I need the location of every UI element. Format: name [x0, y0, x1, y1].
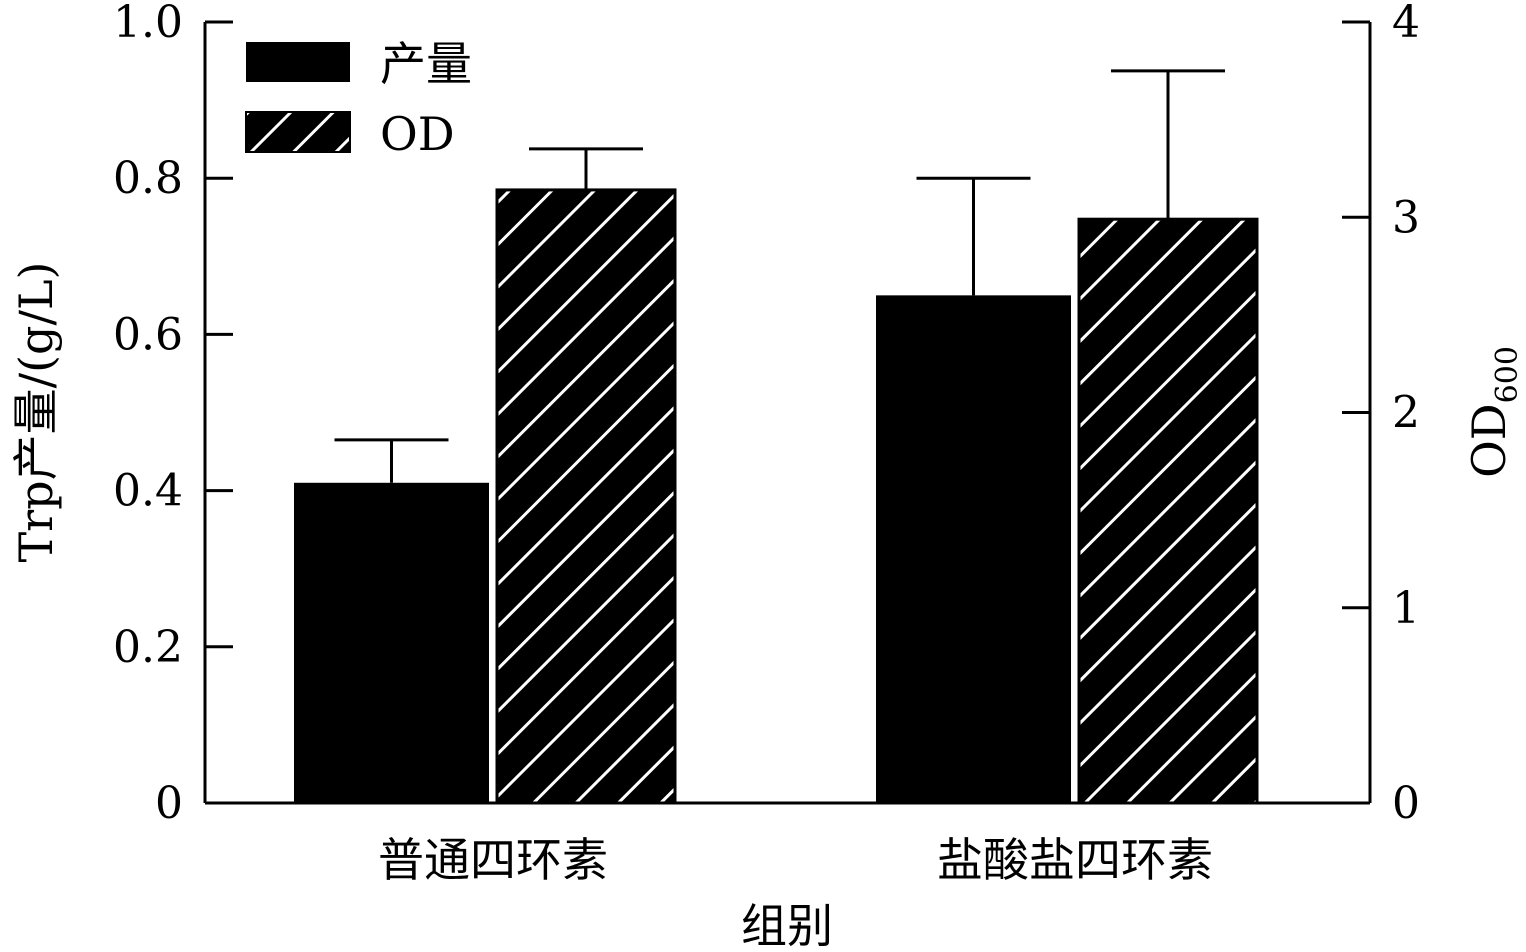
legend-swatch-od: [245, 111, 351, 153]
left-y-ticks: 0 0.2 0.4 0.6 0.8 1.0: [113, 0, 233, 829]
bar-yield: [876, 295, 1071, 803]
left-y-tick-label: 0.6: [113, 309, 183, 360]
right-y-tick-label: 1: [1392, 583, 1420, 634]
legend-label-yield: 产量: [380, 37, 472, 91]
x-tick-label: 盐酸盐四环素: [937, 833, 1213, 887]
bar-od: [495, 188, 677, 805]
x-axis-title: 组别: [741, 899, 833, 952]
x-tick-label: 普通四环素: [378, 833, 608, 887]
right-y-tick-label: 4: [1392, 0, 1420, 48]
left-y-tick-label: 0.2: [113, 622, 183, 673]
left-y-axis-title: Trp产量/(g/L): [9, 262, 63, 563]
left-y-tick-label: 1.0: [113, 0, 183, 48]
left-y-tick-label: 0: [155, 778, 183, 829]
right-y-tick-label: 0: [1392, 778, 1420, 829]
left-y-tick-label: 0.8: [113, 153, 183, 204]
bar-od: [1077, 217, 1259, 805]
x-tick-labels: 普通四环素 盐酸盐四环素: [378, 833, 1213, 887]
bar-yield: [294, 482, 489, 803]
right-y-tick-label: 2: [1392, 388, 1420, 439]
left-y-tick-label: 0.4: [113, 466, 183, 517]
right-y-tick-label: 3: [1392, 192, 1420, 243]
right-y-axis-title-subscript: 600: [1490, 346, 1525, 403]
bars: [294, 69, 1259, 805]
legend: 产量 OD: [245, 37, 472, 161]
right-y-axis-title-main: OD: [1462, 403, 1516, 478]
right-y-ticks: 0 1 2 3 4: [1342, 0, 1420, 829]
legend-swatch-yield: [246, 42, 350, 82]
legend-label-od: OD: [380, 107, 455, 161]
right-y-axis-title: OD600: [1462, 346, 1525, 478]
